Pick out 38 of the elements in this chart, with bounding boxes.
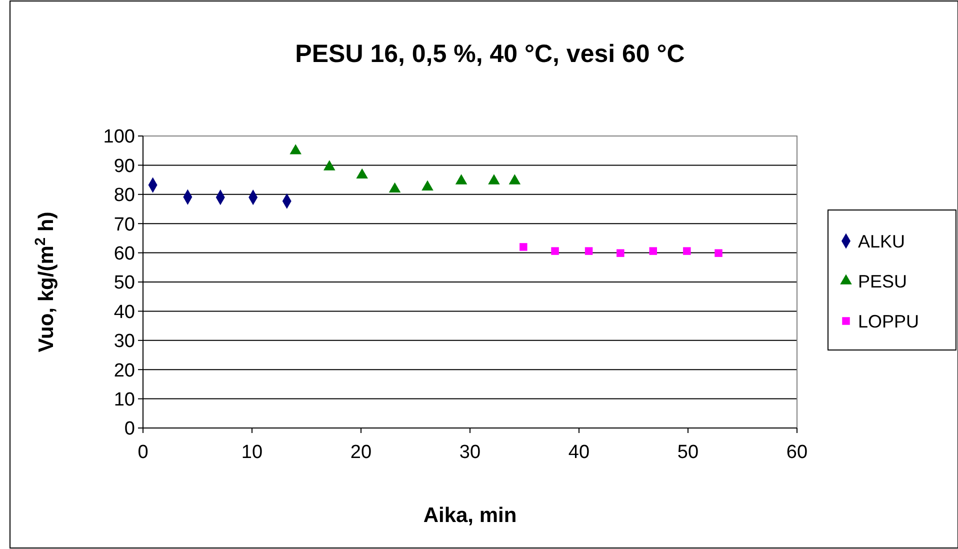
y-tick-label: 80 xyxy=(114,185,135,206)
chart-title: PESU 16, 0,5 %, 40 °C, vesi 60 °C xyxy=(295,40,685,68)
point xyxy=(520,243,528,251)
x-tick-label: 10 xyxy=(241,442,263,463)
y-tick-label: 40 xyxy=(114,302,135,323)
point xyxy=(584,247,593,255)
point xyxy=(508,174,521,184)
point xyxy=(290,144,302,154)
y-tick-label: 70 xyxy=(114,214,135,236)
y-tick-label: 20 xyxy=(114,360,135,382)
y-tick-label: 30 xyxy=(114,331,135,352)
y-tick-label: 100 xyxy=(103,126,135,148)
x-tick-label: 50 xyxy=(677,442,699,463)
x-tick-label: 60 xyxy=(786,442,808,463)
x-tick-label: 30 xyxy=(459,442,481,463)
y-tick-label: 10 xyxy=(114,389,135,410)
legend-label: LOPPU xyxy=(858,311,920,332)
point xyxy=(714,249,722,257)
point xyxy=(488,174,500,184)
legend-label: PESU xyxy=(858,271,908,292)
y-tick-label: 50 xyxy=(114,272,135,294)
y-tick-label: 0 xyxy=(124,418,135,440)
y-tick-label: 90 xyxy=(114,156,135,177)
point xyxy=(422,180,434,190)
x-tick-label: 40 xyxy=(568,442,590,463)
point xyxy=(551,247,559,255)
x-tick-label: 0 xyxy=(138,442,148,463)
point xyxy=(616,249,624,257)
point xyxy=(649,247,657,255)
y-tick-label: 60 xyxy=(114,243,135,264)
x-axis-title: Aika, min xyxy=(423,504,517,527)
legend-label: ALKU xyxy=(858,231,906,252)
point xyxy=(683,247,691,255)
point xyxy=(356,168,368,179)
point xyxy=(455,174,468,184)
x-tick-label: 20 xyxy=(350,442,372,463)
point xyxy=(324,160,336,170)
point xyxy=(388,182,401,193)
